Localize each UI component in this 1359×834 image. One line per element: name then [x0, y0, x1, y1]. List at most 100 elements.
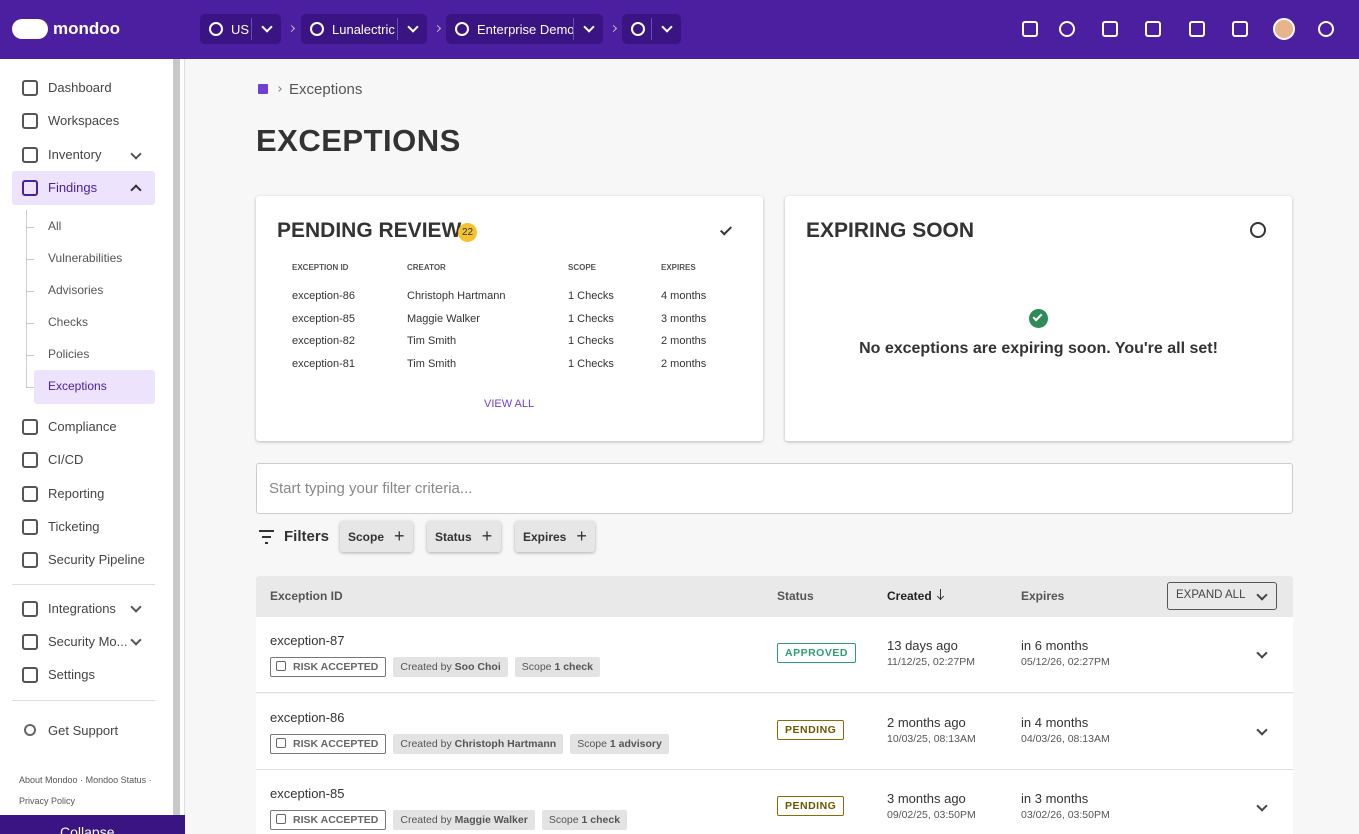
table-cell: exception-82 [292, 335, 355, 348]
nav-item[interactable]: All [48, 219, 62, 233]
breadcrumb: Exceptions [289, 81, 363, 98]
subnav-tick [26, 227, 34, 228]
status-badge: APPROVED [777, 643, 856, 663]
nav-icon [22, 667, 38, 683]
nav-item[interactable]: Ticketing [48, 519, 100, 534]
chip-label[interactable]: Status [435, 529, 472, 544]
nav-item[interactable]: Compliance [48, 419, 117, 434]
table-cell: Maggie Walker [407, 312, 480, 325]
card-title: EXPIRING SOON [806, 219, 975, 242]
nav-icon [22, 486, 38, 502]
exception-id[interactable]: exception-85 [270, 786, 345, 801]
logo-mark [12, 19, 48, 39]
selector-label[interactable]: US [231, 22, 250, 37]
avatar[interactable] [1273, 18, 1295, 40]
scope-chip: Scope 1 check [514, 657, 600, 677]
nav-icon [22, 80, 38, 96]
context-selector[interactable] [446, 14, 603, 44]
nav-icon [22, 634, 38, 650]
nav-item[interactable]: Inventory [48, 147, 102, 162]
nav-item[interactable]: Security Pipeline [48, 552, 145, 567]
nav-item[interactable]: Findings [48, 180, 98, 195]
creator-name: Christoph Hartmann [454, 737, 557, 750]
filter-chip[interactable]: Scope + [340, 521, 413, 552]
footer-link[interactable]: Privacy Policy [19, 796, 76, 806]
table-cell: exception-85 [292, 312, 355, 325]
plus-icon: + [576, 526, 587, 546]
expires-date: 04/03/26, 08:13AM [1021, 732, 1110, 745]
selector-label[interactable]: Lunalectric [332, 22, 395, 37]
selector-icon [631, 22, 645, 36]
created-relative: 2 months ago [887, 714, 966, 730]
nav-item[interactable]: Settings [48, 667, 95, 682]
toolbar-icon[interactable] [1145, 21, 1161, 37]
exception-id[interactable]: exception-87 [270, 633, 345, 648]
nav-item[interactable]: Security Mo... [48, 634, 128, 649]
collapse-label[interactable]: Collapse [60, 824, 115, 834]
expand-all-button[interactable] [1167, 582, 1277, 610]
nav-item[interactable]: Vulnerabilities [48, 251, 123, 265]
expand-all-label[interactable]: EXPAND ALL [1176, 589, 1246, 601]
filter-icon-line [262, 536, 271, 538]
thumb-icon [276, 737, 286, 748]
selector-label[interactable]: Enterprise Demo [477, 22, 575, 37]
nav-icon [22, 147, 38, 163]
nav-item[interactable]: Checks [48, 315, 89, 329]
subnav-tick [26, 355, 34, 356]
nav-item[interactable]: CI/CD [48, 452, 84, 467]
risk-badge: RISK ACCEPTED [270, 733, 387, 754]
table-row[interactable] [256, 693, 1293, 770]
table-row[interactable] [256, 617, 1293, 693]
nav-item[interactable]: Integrations [48, 601, 116, 616]
toolbar-icon[interactable] [1102, 21, 1118, 37]
divider [12, 584, 155, 585]
filter-chip[interactable]: Status + [427, 521, 501, 552]
selector-divider [397, 18, 398, 40]
table-cell: 1 Checks [568, 312, 614, 325]
filter-placeholder[interactable]: Start typing your filter criteria... [269, 480, 473, 497]
table-cell: 3 months [661, 312, 707, 325]
table-cell: exception-81 [292, 358, 355, 371]
toolbar-icon[interactable] [1189, 21, 1205, 37]
selector-icon [209, 22, 223, 36]
footer-link[interactable]: About Mondoo [19, 775, 78, 785]
nav-item[interactable]: Workspaces [48, 113, 120, 128]
table-cell: 1 Checks [568, 335, 614, 348]
tag-row: RISK ACCEPTED Created by Maggie Walker Sco… [270, 810, 628, 830]
column-header[interactable]: Created [887, 589, 932, 603]
view-all-link[interactable]: VIEW ALL [484, 398, 535, 410]
nav-item[interactable]: Get Support [48, 723, 119, 738]
plus-icon: + [394, 526, 405, 546]
thumb-icon [276, 661, 286, 671]
filter-input[interactable] [256, 463, 1293, 514]
column-header: CREATOR [407, 263, 446, 272]
status-badge: PENDING [777, 719, 845, 740]
chip-label[interactable]: Expires [523, 529, 567, 544]
nav-item[interactable]: Advisories [48, 283, 104, 297]
nav-item[interactable]: Policies [48, 347, 90, 361]
status-badge: PENDING [777, 796, 845, 816]
timer-icon [1250, 222, 1266, 238]
toolbar-icon[interactable] [1022, 21, 1038, 37]
selector-divider [251, 18, 252, 40]
home-icon[interactable] [258, 84, 268, 94]
table-cell: 2 months [661, 335, 707, 348]
toolbar-icon[interactable] [1318, 21, 1334, 37]
nav-item[interactable]: Exceptions [48, 379, 107, 393]
filter-chip[interactable]: Expires + [515, 521, 595, 552]
table-cell: 1 Checks [568, 290, 614, 302]
chip-label[interactable]: Scope [348, 529, 385, 544]
subnav-tick [26, 323, 34, 324]
footer-link[interactable]: Mondoo Status [85, 775, 147, 785]
selector-divider [573, 18, 574, 40]
toolbar-icon[interactable] [1059, 21, 1075, 37]
nav-item[interactable]: Dashboard [48, 80, 112, 95]
sort-arrow [940, 589, 941, 600]
created-date: 09/02/25, 03:50PM [887, 809, 976, 821]
toolbar-icon[interactable] [1232, 21, 1248, 37]
page-title: EXCEPTIONS [256, 123, 461, 158]
exception-id[interactable]: exception-86 [270, 709, 345, 725]
nav-item[interactable]: Reporting [48, 486, 105, 501]
created-relative: 3 months ago [887, 791, 966, 806]
collapse-bar[interactable] [0, 815, 185, 834]
